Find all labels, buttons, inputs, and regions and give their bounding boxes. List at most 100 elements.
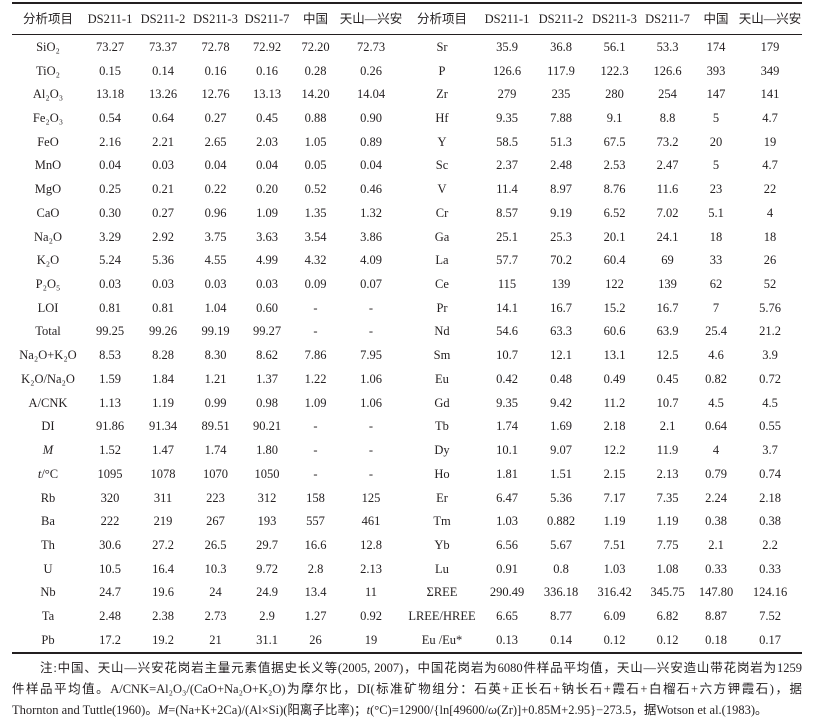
- table-row: Fe₂O₃ 0.54 0.64 0.27 0.45 0.88 0.90 Hf 9.35 7.88 9…: [12, 106, 802, 130]
- table-cell: 63.3: [550, 324, 572, 339]
- table-cell: 11: [364, 585, 378, 600]
- table-cell: 0.55: [759, 419, 781, 434]
- table-cell: 0.82: [705, 371, 727, 386]
- table-row: A/CNK 1.13 1.19 0.99 0.98 1.09 1.06 Gd 9.35 9.42 1…: [12, 391, 802, 415]
- table-cell: 3.75: [204, 229, 227, 244]
- table-cell: 14.20: [301, 87, 330, 102]
- table-cell: 1.52: [99, 443, 121, 458]
- table-cell: 21: [209, 632, 222, 647]
- table-cell: 60.6: [603, 324, 626, 339]
- table-row: Pb 17.2 19.2 21 31.1 26 19 Eu /Eu* 0.13 0.14 0.12 0…: [12, 628, 802, 652]
- table-row: Ta 2.48 2.38 2.73 2.9 1.27 0.92 LREE/HREE 6.65 8.…: [12, 604, 802, 628]
- table-cell: 2.53: [603, 158, 626, 173]
- table-cell: 158: [306, 490, 325, 505]
- row-label: Nd: [404, 323, 480, 339]
- table-cell: 0.17: [759, 632, 781, 647]
- table-cell: -: [368, 443, 374, 458]
- table-cell: 0.8: [553, 561, 569, 576]
- table-cell: 13.26: [148, 87, 178, 102]
- table-cell: 349: [760, 63, 780, 78]
- table-cell: 0.25: [99, 182, 121, 197]
- table-row: K₂O 5.24 5.36 4.55 4.99 4.32 4.09 La 57.7 70.2 60.…: [12, 248, 802, 272]
- table-cell: 12.1: [550, 348, 572, 363]
- table-cell: 73.27: [95, 39, 125, 54]
- table-cell: 9.19: [550, 205, 572, 220]
- table-cell: 0.20: [256, 182, 278, 197]
- row-label-text: Eu /Eu*: [421, 632, 463, 647]
- row-label: Na₂O+K₂O: [12, 347, 84, 363]
- table-cell: 0.91: [496, 561, 518, 576]
- row-label: Hf: [404, 110, 480, 126]
- table-cell: 0.81: [99, 300, 121, 315]
- table-cell: 9.1: [606, 111, 623, 126]
- row-label: Cr: [404, 205, 480, 221]
- table-cell: 0.27: [152, 205, 174, 220]
- table-cell: 26: [763, 253, 777, 268]
- sample-column-header: DS211-2: [538, 12, 584, 26]
- row-label: V: [404, 181, 480, 197]
- table-cell: 2.48: [550, 158, 572, 173]
- table-cell: 1050: [254, 466, 280, 481]
- table-row: MnO 0.04 0.03 0.04 0.04 0.05 0.04 Sc 2.37 2.48 2.5…: [12, 154, 802, 178]
- table-cell: 0.22: [204, 182, 227, 197]
- row-label-text: LREE/HREE: [408, 609, 476, 624]
- row-label: Na₂O: [12, 229, 84, 245]
- table-cell: 8.8: [659, 111, 676, 126]
- row-label: Th: [12, 537, 84, 553]
- table-cell: 2.24: [705, 490, 727, 505]
- table-cell: 147: [706, 87, 726, 102]
- table-cell: 0.03: [152, 158, 174, 173]
- table-cell: 53.3: [656, 39, 679, 54]
- table-cell: 2.8: [307, 561, 324, 576]
- sample-column-header: 天山—兴安: [339, 12, 403, 26]
- row-label: P₂O₅: [12, 276, 84, 292]
- table-cell: 345.75: [650, 585, 685, 600]
- table-cell: 18: [763, 229, 777, 244]
- row-label: MgO: [12, 181, 84, 197]
- row-label: U: [12, 561, 84, 577]
- table-cell: 10.1: [496, 443, 518, 458]
- table-cell: 2.47: [656, 158, 679, 173]
- row-label-text: Ga: [434, 229, 450, 244]
- table-cell: 557: [306, 514, 325, 529]
- table-cell: 393: [706, 63, 726, 78]
- row-label: Total: [12, 323, 84, 339]
- table-cell: 141: [760, 87, 780, 102]
- table-cell: 19.2: [152, 632, 174, 647]
- row-label-text: FeO: [37, 134, 59, 149]
- row-label-italic: t: [37, 466, 42, 481]
- table-cell: 6.65: [496, 609, 518, 624]
- row-label-text: Sc: [435, 158, 449, 173]
- table-cell: 1.21: [204, 371, 227, 386]
- table-cell: 31.1: [256, 632, 278, 647]
- table-cell: 33: [709, 253, 723, 268]
- table-cell: 5.1: [708, 205, 724, 220]
- table-cell: 461: [361, 514, 381, 529]
- note-line: Thornton and Tuttle(1960)。M=(Na+K+2Ca)/(…: [12, 700, 802, 721]
- note-text: 注:中国、天山—兴安花岗岩主量元素值据史长义等(2005, 2007)，中国花岗…: [40, 661, 802, 675]
- table-cell: 124.16: [752, 585, 788, 600]
- table-cell: 19: [364, 632, 378, 647]
- row-label: Zr: [404, 86, 480, 102]
- table-cell: 3.29: [99, 229, 121, 244]
- row-label: Pr: [404, 300, 480, 316]
- row-label-text: DI: [41, 419, 55, 434]
- table-cell: 2.13: [360, 561, 382, 576]
- table-cell: 0.03: [204, 277, 227, 292]
- table-cell: 10.5: [99, 561, 121, 576]
- table-cell: -: [313, 419, 318, 434]
- row-label: DI: [12, 418, 84, 434]
- table-cell: 0.48: [550, 371, 572, 386]
- table-cell: -: [368, 419, 374, 434]
- table-cell: 13.13: [252, 87, 282, 102]
- table-cell: 0.88: [304, 111, 327, 126]
- table-cell: 235: [551, 87, 571, 102]
- table-cell: 0.16: [256, 63, 278, 78]
- table-cell: 9.42: [550, 395, 572, 410]
- table-cell: 1.32: [360, 205, 382, 220]
- table-row: U 10.5 16.4 10.3 9.72 2.8 2.13 Lu 0.91 0.8 1.03 1.0…: [12, 557, 802, 581]
- table-cell: 0.60: [256, 300, 278, 315]
- table-cell: 1.03: [603, 561, 626, 576]
- table-cell: 6.09: [603, 609, 626, 624]
- row-label: M: [12, 442, 84, 458]
